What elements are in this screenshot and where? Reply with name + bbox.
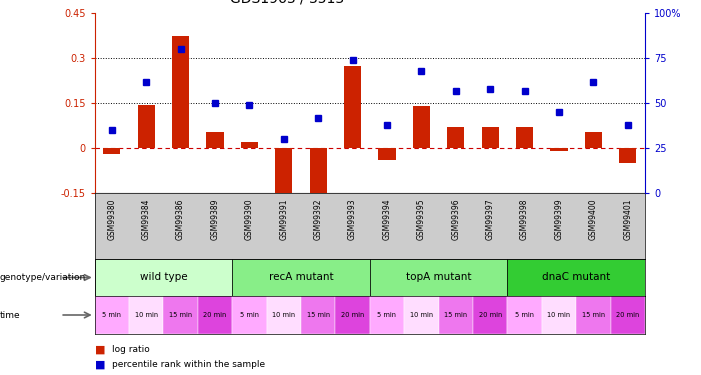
Text: percentile rank within the sample: percentile rank within the sample xyxy=(112,360,265,369)
Text: 10 min: 10 min xyxy=(547,312,571,318)
Bar xyxy=(198,296,232,334)
Text: GSM99397: GSM99397 xyxy=(486,198,495,240)
Bar xyxy=(232,296,266,334)
Text: 20 min: 20 min xyxy=(203,312,226,318)
Bar xyxy=(508,259,645,296)
Bar xyxy=(266,296,301,334)
Bar xyxy=(370,259,508,296)
Bar xyxy=(301,296,335,334)
Text: 5 min: 5 min xyxy=(377,312,397,318)
Text: GSM99400: GSM99400 xyxy=(589,198,598,240)
Text: 15 min: 15 min xyxy=(582,312,605,318)
Text: 5 min: 5 min xyxy=(102,312,121,318)
Bar xyxy=(95,259,232,296)
Bar xyxy=(439,296,473,334)
Text: GSM99401: GSM99401 xyxy=(623,198,632,240)
Text: 15 min: 15 min xyxy=(444,312,468,318)
Text: 15 min: 15 min xyxy=(169,312,192,318)
Text: log ratio: log ratio xyxy=(112,345,150,354)
Bar xyxy=(172,36,189,148)
Text: 5 min: 5 min xyxy=(515,312,534,318)
Text: GSM99398: GSM99398 xyxy=(520,198,529,240)
Text: 20 min: 20 min xyxy=(616,312,639,318)
Text: wild type: wild type xyxy=(139,273,187,282)
Bar xyxy=(379,148,395,160)
Text: 20 min: 20 min xyxy=(479,312,502,318)
Text: GSM99395: GSM99395 xyxy=(417,198,426,240)
Bar xyxy=(275,148,292,205)
Text: genotype/variation: genotype/variation xyxy=(0,273,86,282)
Text: dnaC mutant: dnaC mutant xyxy=(542,273,611,282)
Text: 10 min: 10 min xyxy=(272,312,295,318)
Bar xyxy=(611,296,645,334)
Text: GSM99391: GSM99391 xyxy=(279,198,288,240)
Text: time: time xyxy=(0,310,20,320)
Bar xyxy=(482,127,498,148)
Text: GSM99399: GSM99399 xyxy=(554,198,564,240)
Bar xyxy=(163,296,198,334)
Text: recA mutant: recA mutant xyxy=(268,273,333,282)
Text: GSM99390: GSM99390 xyxy=(245,198,254,240)
Text: GSM99393: GSM99393 xyxy=(348,198,357,240)
Bar xyxy=(550,148,568,151)
Text: 10 min: 10 min xyxy=(410,312,433,318)
Text: GSM99380: GSM99380 xyxy=(107,198,116,240)
Bar xyxy=(447,127,464,148)
Bar xyxy=(232,259,370,296)
Bar xyxy=(335,296,370,334)
Bar xyxy=(206,132,224,148)
Text: GSM99396: GSM99396 xyxy=(451,198,461,240)
Text: GSM99386: GSM99386 xyxy=(176,198,185,240)
Bar xyxy=(508,296,542,334)
Bar xyxy=(542,296,576,334)
Text: 20 min: 20 min xyxy=(341,312,365,318)
Bar xyxy=(473,296,508,334)
Bar xyxy=(310,148,327,208)
Bar xyxy=(129,296,163,334)
Bar xyxy=(404,296,439,334)
Bar xyxy=(370,296,404,334)
Bar xyxy=(344,66,361,148)
Text: topA mutant: topA mutant xyxy=(406,273,471,282)
Bar xyxy=(413,106,430,148)
Text: GSM99394: GSM99394 xyxy=(383,198,391,240)
Text: ■: ■ xyxy=(95,344,105,354)
Text: GSM99384: GSM99384 xyxy=(142,198,151,240)
Bar xyxy=(619,148,637,163)
Text: GSM99389: GSM99389 xyxy=(210,198,219,240)
Text: GSM99392: GSM99392 xyxy=(313,198,322,240)
Bar xyxy=(103,148,121,154)
Text: GDS1963 / 3513: GDS1963 / 3513 xyxy=(230,0,344,6)
Bar xyxy=(241,142,258,148)
Text: 15 min: 15 min xyxy=(306,312,329,318)
Bar xyxy=(137,105,155,148)
Text: ■: ■ xyxy=(95,360,105,369)
Bar xyxy=(95,296,129,334)
Bar xyxy=(516,127,533,148)
Bar xyxy=(576,296,611,334)
Text: 10 min: 10 min xyxy=(135,312,158,318)
Text: 5 min: 5 min xyxy=(240,312,259,318)
Bar xyxy=(585,132,602,148)
